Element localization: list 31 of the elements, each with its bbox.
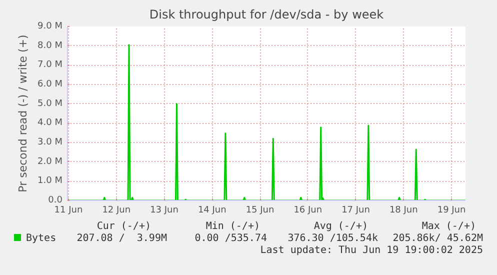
- text: 376.30 /105.54k: [288, 232, 378, 245]
- x-tick-label: 15 Jun: [246, 206, 274, 216]
- x-tick-label: 19 Jun: [437, 206, 466, 216]
- text: 205.86k/ 45.62M: [392, 232, 483, 246]
- legend-label: Bytes: [26, 232, 56, 246]
- text: Cur (-/+): [96, 220, 151, 234]
- text: Last update: Thu Jun 19 19:00:02 2025: [260, 244, 483, 258]
- y-tick-label: 5.0 M: [38, 98, 63, 109]
- y-tick-label: 8.0 M: [38, 40, 63, 51]
- text: 0.00 /535.74: [194, 232, 267, 246]
- text: Min (-/+): [206, 220, 260, 234]
- x-tick-label: 14 Jun: [198, 206, 226, 216]
- y-tick-label: 3.0 M: [38, 138, 63, 148]
- x-tick-label: 13 Jun: [150, 206, 178, 216]
- chart-title: Disk throughput for /dev/sda - by week: [149, 8, 384, 22]
- y-axis-title: Pr second read (-) / write (+): [16, 34, 30, 192]
- x-tick-label: 17 Jun: [342, 206, 370, 216]
- y-tick-label: 9.0 M: [38, 22, 63, 32]
- x-tick-label: 18 Jun: [389, 206, 418, 216]
- y-tick-label: 6.0 M: [38, 80, 63, 90]
- y-tick-label: 4.0 M: [38, 118, 63, 128]
- y-tick-label: 2.0 M: [38, 156, 63, 167]
- text: Max (-/+): [422, 220, 476, 233]
- text: Avg (-/+): [314, 220, 368, 233]
- x-tick-label: 11 Jun: [54, 206, 83, 216]
- y-tick-label: 7.0 M: [38, 60, 63, 70]
- text: 207.08 / 3.99M: [76, 232, 167, 246]
- y-tick-label: 1.0 M: [38, 176, 63, 186]
- x-tick-label: 12 Jun: [102, 206, 131, 216]
- y-tick-label: 0.0: [48, 196, 63, 206]
- x-tick-label: 16 Jun: [294, 206, 322, 216]
